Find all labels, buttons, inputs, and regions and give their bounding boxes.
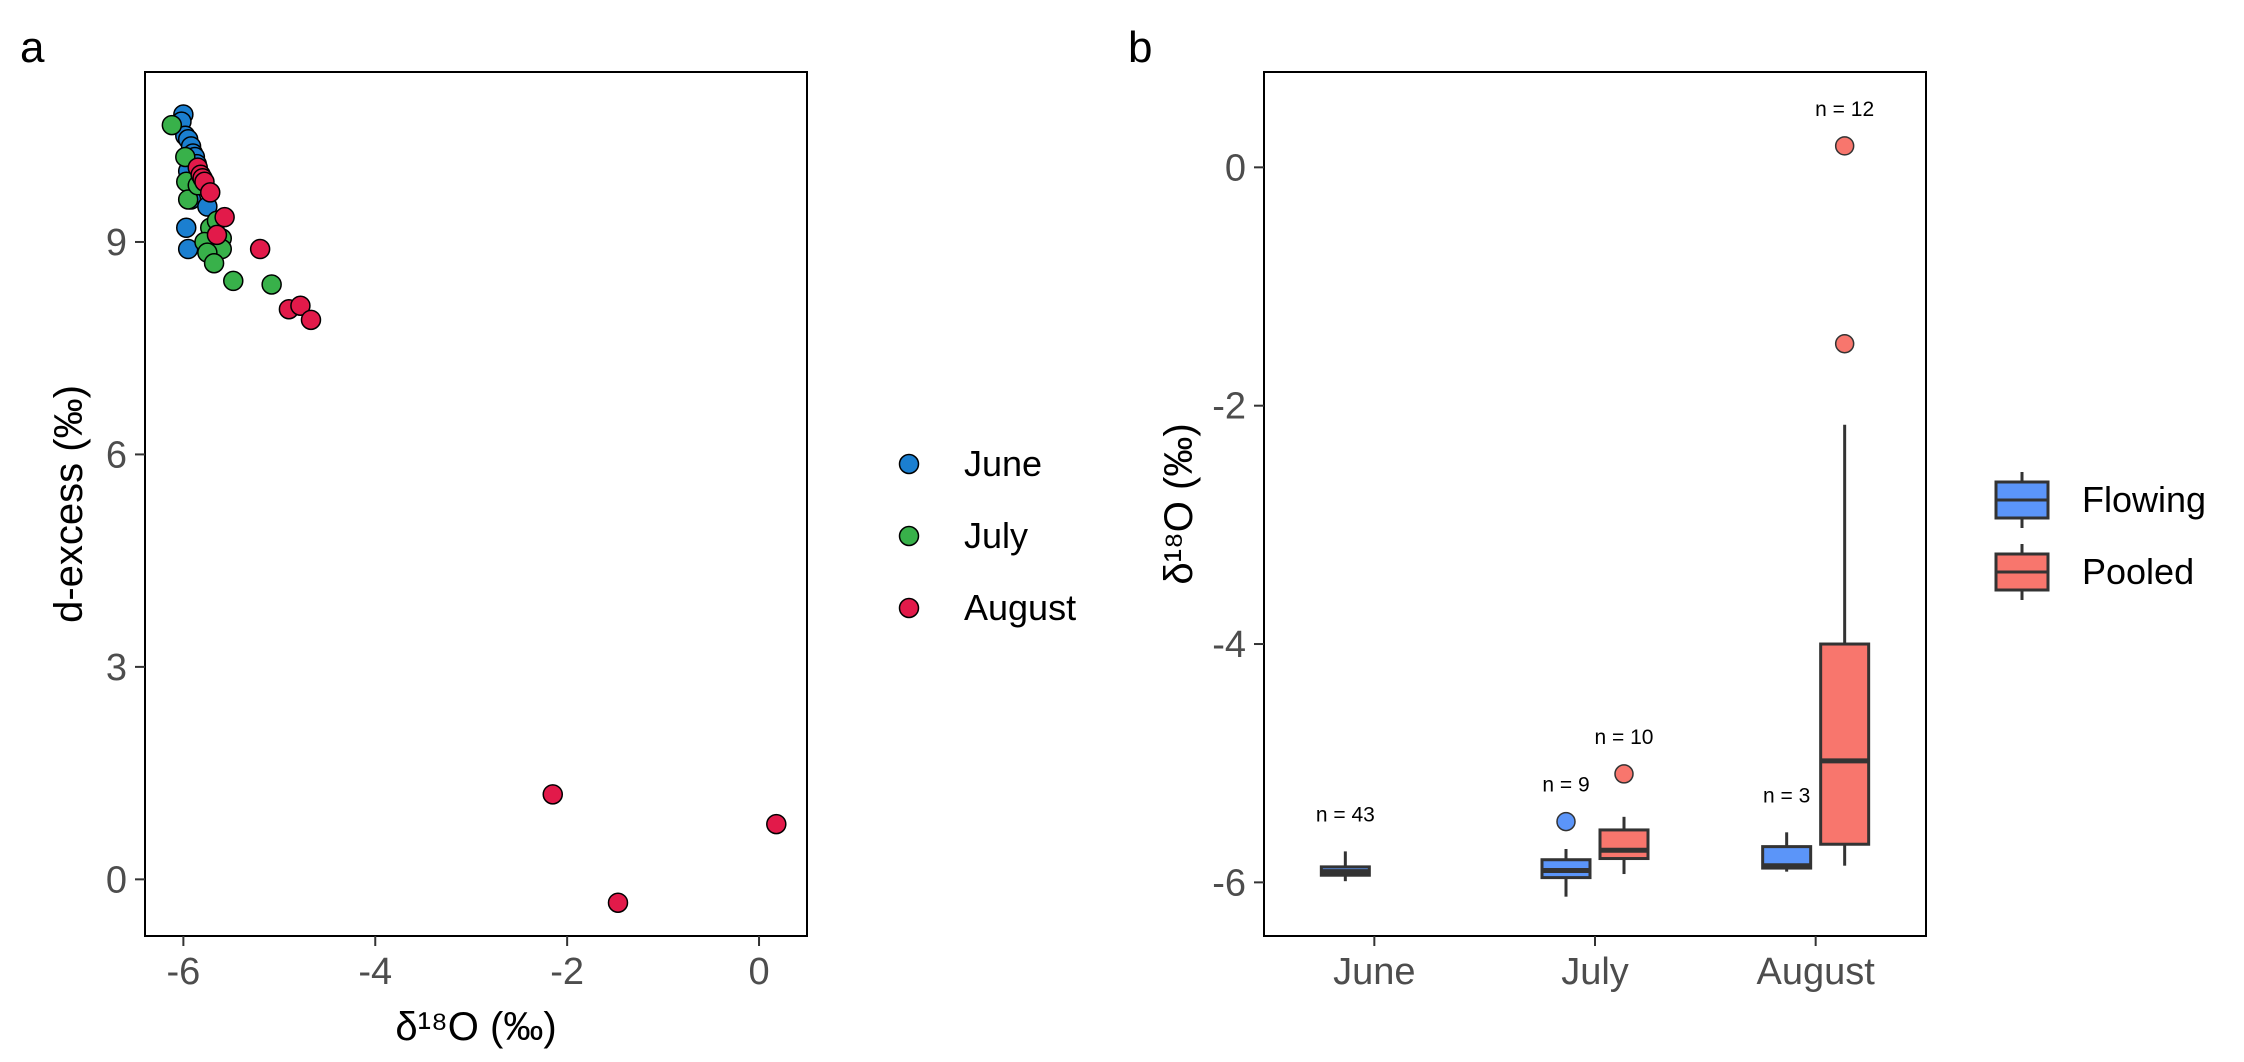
box-n-label-july-flowing: n = 9 — [1542, 774, 1589, 797]
legend-label-pooled: Pooled — [2082, 551, 2194, 592]
panel-a-y-tick-label: 3 — [106, 647, 127, 689]
legend-label-july: July — [964, 515, 1028, 556]
box-n-label-august-flowing: n = 3 — [1763, 784, 1810, 807]
panel-a-y-tick-label: 6 — [106, 434, 127, 476]
panel-b-y-tick-label: 0 — [1225, 147, 1246, 189]
panel-a-point-august — [206, 224, 228, 246]
panel-a-x-tick-label: 0 — [748, 951, 769, 993]
panel-a-y-tick-label: 0 — [106, 859, 127, 901]
box-outlier-august-pooled — [1834, 136, 1855, 156]
panel-b-y-tick-label: -6 — [1212, 862, 1246, 904]
box-n-label-june-flowing: n = 43 — [1316, 803, 1375, 826]
panel-a-x-tick-label: -6 — [166, 951, 200, 993]
panel-a-point-august — [290, 295, 311, 316]
panel-a-scatter: a -6 -4 -2 0 0 3 6 9 δ¹⁸O (‰) d-excess (‰) June… — [20, 23, 1076, 1049]
panel-a-y-axis-title: d-excess (‰) — [47, 385, 91, 623]
panel-a-point-august — [766, 813, 787, 835]
panel-a-label: a — [20, 23, 45, 72]
legend-key-june — [898, 453, 920, 475]
panel-a-point-july — [223, 270, 244, 292]
panel-b-boxes: n = 43 n = 9 n = 10 n = 3 n = 12 — [1316, 98, 1874, 897]
panel-b-boxplot: b 0 -2 -4 -6 June July August n = 43 n = 9 n = 1… — [1128, 23, 2206, 993]
box-n-label-august-pooled: n = 12 — [1815, 98, 1874, 121]
panel-a-x-tick-label: -2 — [550, 951, 584, 993]
box-n-label-july-pooled: n = 10 — [1595, 726, 1654, 749]
panel-a-ticks: -6 -4 -2 0 0 3 6 9 — [106, 222, 770, 993]
panel-b-x-tick-label: July — [1561, 951, 1629, 993]
panel-b-y-tick-label: -2 — [1212, 386, 1246, 428]
panel-b-x-tick-label: June — [1333, 951, 1415, 993]
legend-label-june: June — [964, 443, 1042, 484]
panel-a-point-august — [542, 784, 564, 805]
panel-a-point-august — [607, 892, 629, 913]
panel-a-legend: June July August — [898, 443, 1076, 628]
panel-a-points — [161, 104, 787, 913]
panel-a-point-june — [176, 217, 197, 239]
legend-label-august: August — [964, 587, 1076, 628]
legend-key-august — [898, 597, 920, 619]
panel-a-point-july — [203, 252, 225, 274]
panel-a-point-july — [177, 189, 199, 210]
panel-a-point-august — [300, 309, 322, 331]
panel-a-point-july — [161, 114, 183, 136]
panel-b-plot-area — [1263, 71, 1927, 937]
panel-b-x-tick-label: August — [1757, 951, 1876, 993]
panel-a-y-tick-label: 9 — [106, 222, 127, 264]
panel-b-label: b — [1128, 23, 1152, 72]
panel-a-point-august — [249, 238, 271, 260]
panel-a-plot-area — [144, 71, 808, 937]
panel-b-ticks: 0 -2 -4 -6 June July August — [1212, 147, 1875, 993]
panel-b-y-tick-label: -4 — [1212, 624, 1246, 666]
box-outlier-august-pooled — [1834, 333, 1855, 354]
panel-b-legend: Flowing Pooled — [1994, 472, 2206, 600]
panel-a-x-tick-label: -4 — [358, 951, 392, 993]
box-july-pooled — [1598, 828, 1650, 861]
panel-a-x-axis-title: δ¹⁸O (‰) — [395, 1005, 556, 1049]
panel-b-y-axis-title: δ¹⁸O (‰) — [1157, 423, 1201, 584]
panel-a-point-july — [261, 274, 282, 295]
legend-label-flowing: Flowing — [2082, 479, 2206, 520]
panel-a-point-august — [199, 182, 221, 203]
box-august-pooled — [1819, 642, 1871, 846]
box-outlier-july-pooled — [1614, 764, 1634, 784]
box-outlier-july-flowing — [1556, 811, 1576, 832]
panel-a-point-august — [214, 206, 235, 228]
legend-key-july — [898, 525, 920, 547]
